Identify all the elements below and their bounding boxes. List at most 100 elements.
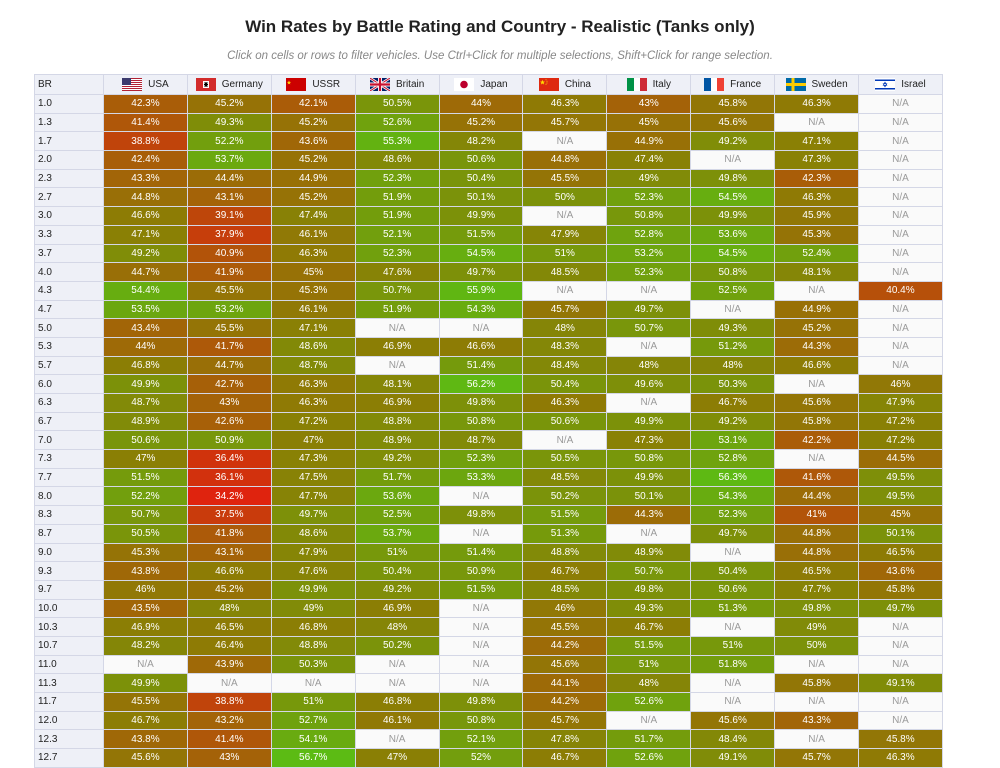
heatmap-cell[interactable]: 50.7% bbox=[103, 505, 188, 525]
heatmap-cell[interactable]: 44.8% bbox=[774, 523, 860, 544]
heatmap-cell[interactable]: 51% bbox=[522, 243, 608, 264]
heatmap-cell[interactable]: 50.8% bbox=[606, 449, 692, 469]
heatmap-cell[interactable]: 45.7% bbox=[522, 299, 608, 320]
heatmap-cell[interactable]: 46.6% bbox=[186, 561, 272, 581]
heatmap-cell-na[interactable]: N/A bbox=[858, 112, 943, 133]
heatmap-cell[interactable]: 50.8% bbox=[438, 710, 524, 731]
table-row[interactable]: 5.3 44% 41.7% 48.6% 46.9% 46.6% 48.3% N/A 51.2% 4… bbox=[34, 336, 943, 357]
br-label[interactable]: 9.3 bbox=[34, 561, 104, 581]
heatmap-cell-na[interactable]: N/A bbox=[438, 635, 524, 656]
heatmap-cell[interactable]: 51.3% bbox=[690, 598, 776, 619]
heatmap-cell[interactable]: 47.6% bbox=[354, 262, 440, 282]
heatmap-cell[interactable]: 41% bbox=[774, 505, 860, 525]
br-label[interactable]: 5.3 bbox=[34, 336, 104, 357]
heatmap-cell[interactable]: 47.3% bbox=[774, 150, 860, 170]
br-label[interactable]: 1.0 bbox=[34, 94, 104, 114]
country-header-britain[interactable]: Britain bbox=[354, 74, 440, 95]
heatmap-cell[interactable]: 53.7% bbox=[354, 523, 440, 544]
heatmap-cell[interactable]: 49% bbox=[606, 168, 692, 189]
heatmap-cell[interactable]: 38.8% bbox=[186, 692, 272, 712]
heatmap-cell[interactable]: 38.8% bbox=[103, 131, 188, 152]
br-label[interactable]: 4.7 bbox=[34, 299, 104, 320]
table-row[interactable]: 6.0 49.9% 42.7% 46.3% 48.1% 56.2% 50.4% 49.6% 50… bbox=[34, 374, 943, 394]
heatmap-cell[interactable]: 51.8% bbox=[690, 654, 776, 675]
heatmap-cell[interactable]: 52.6% bbox=[354, 112, 440, 133]
heatmap-cell[interactable]: 47.7% bbox=[774, 579, 860, 600]
heatmap-cell[interactable]: 49.9% bbox=[103, 374, 188, 394]
heatmap-cell[interactable]: 45.3% bbox=[103, 542, 188, 563]
br-label[interactable]: 7.3 bbox=[34, 449, 104, 469]
heatmap-cell-na[interactable]: N/A bbox=[103, 654, 188, 675]
heatmap-cell[interactable]: 45% bbox=[606, 112, 692, 133]
heatmap-cell[interactable]: 43.3% bbox=[103, 168, 188, 189]
br-label[interactable]: 3.3 bbox=[34, 224, 104, 245]
table-row[interactable]: 10.7 48.2% 46.4% 48.8% 50.2% N/A 44.2% 51.5% 51%… bbox=[34, 635, 943, 656]
heatmap-cell-na[interactable]: N/A bbox=[858, 654, 943, 675]
heatmap-cell[interactable]: 47.6% bbox=[270, 561, 356, 581]
table-row[interactable]: 8.0 52.2% 34.2% 47.7% 53.6% N/A 50.2% 50.1% 54.3… bbox=[34, 486, 943, 507]
heatmap-cell-na[interactable]: N/A bbox=[858, 692, 943, 712]
heatmap-cell-na[interactable]: N/A bbox=[858, 224, 943, 245]
heatmap-cell-na[interactable]: N/A bbox=[858, 318, 943, 338]
heatmap-cell[interactable]: 44.3% bbox=[774, 336, 860, 357]
heatmap-cell-na[interactable]: N/A bbox=[858, 635, 943, 656]
heatmap-cell[interactable]: 44.7% bbox=[186, 355, 272, 376]
heatmap-cell-na[interactable]: N/A bbox=[858, 262, 943, 282]
br-label[interactable]: 7.7 bbox=[34, 467, 104, 488]
heatmap-cell-na[interactable]: N/A bbox=[858, 168, 943, 189]
table-row[interactable]: 10.0 43.5% 48% 49% 46.9% N/A 46% 49.3% 51.3% 49.8… bbox=[34, 598, 943, 619]
heatmap-cell[interactable]: 53.7% bbox=[186, 150, 272, 170]
heatmap-cell-na[interactable]: N/A bbox=[522, 206, 608, 226]
heatmap-cell[interactable]: 52.3% bbox=[690, 505, 776, 525]
heatmap-cell[interactable]: 46.7% bbox=[690, 393, 776, 413]
heatmap-cell[interactable]: 45.5% bbox=[186, 318, 272, 338]
heatmap-cell[interactable]: 46.3% bbox=[522, 393, 608, 413]
heatmap-cell[interactable]: 40.4% bbox=[858, 280, 943, 301]
heatmap-cell[interactable]: 50.6% bbox=[522, 411, 608, 432]
heatmap-cell[interactable]: 48.6% bbox=[270, 336, 356, 357]
heatmap-cell[interactable]: 48.5% bbox=[522, 262, 608, 282]
br-label[interactable]: 9.7 bbox=[34, 579, 104, 600]
heatmap-cell[interactable]: 50.4% bbox=[522, 374, 608, 394]
heatmap-cell[interactable]: 45.8% bbox=[858, 729, 943, 750]
heatmap-cell-na[interactable]: N/A bbox=[858, 710, 943, 731]
heatmap-cell[interactable]: 46.6% bbox=[438, 336, 524, 357]
heatmap-cell[interactable]: 48.2% bbox=[103, 635, 188, 656]
heatmap-cell[interactable]: 49.7% bbox=[690, 523, 776, 544]
heatmap-cell[interactable]: 49.2% bbox=[690, 411, 776, 432]
table-row[interactable]: 3.7 49.2% 40.9% 46.3% 52.3% 54.5% 51% 53.2% 54.5… bbox=[34, 243, 943, 264]
heatmap-cell[interactable]: 43.8% bbox=[103, 561, 188, 581]
heatmap-cell[interactable]: 47% bbox=[270, 430, 356, 451]
heatmap-cell[interactable]: 47.9% bbox=[522, 224, 608, 245]
heatmap-cell[interactable]: 46.9% bbox=[354, 336, 440, 357]
heatmap-cell[interactable]: 48.9% bbox=[103, 411, 188, 432]
heatmap-cell[interactable]: 49% bbox=[774, 617, 860, 637]
heatmap-cell[interactable]: 46.9% bbox=[103, 617, 188, 637]
br-label[interactable]: 5.0 bbox=[34, 318, 104, 338]
table-row[interactable]: 2.7 44.8% 43.1% 45.2% 51.9% 50.1% 50% 52.3% 54.5… bbox=[34, 187, 943, 208]
heatmap-cell[interactable]: 48.5% bbox=[522, 467, 608, 488]
heatmap-cell-na[interactable]: N/A bbox=[774, 280, 860, 301]
heatmap-cell-na[interactable]: N/A bbox=[606, 393, 692, 413]
heatmap-cell-na[interactable]: N/A bbox=[438, 598, 524, 619]
heatmap-cell-na[interactable]: N/A bbox=[270, 673, 356, 693]
heatmap-cell[interactable]: 49.2% bbox=[354, 449, 440, 469]
heatmap-cell[interactable]: 50% bbox=[774, 635, 860, 656]
heatmap-cell-na[interactable]: N/A bbox=[606, 280, 692, 301]
br-label[interactable]: 8.7 bbox=[34, 523, 104, 544]
heatmap-cell[interactable]: 55.9% bbox=[438, 280, 524, 301]
heatmap-cell[interactable]: 43.9% bbox=[186, 654, 272, 675]
heatmap-cell[interactable]: 49.7% bbox=[270, 505, 356, 525]
heatmap-cell[interactable]: 51% bbox=[270, 692, 356, 712]
heatmap-cell-na[interactable]: N/A bbox=[690, 150, 776, 170]
heatmap-cell[interactable]: 46.3% bbox=[522, 94, 608, 114]
heatmap-cell-na[interactable]: N/A bbox=[438, 673, 524, 693]
heatmap-cell[interactable]: 49.9% bbox=[270, 579, 356, 600]
heatmap-cell[interactable]: 48.4% bbox=[522, 355, 608, 376]
heatmap-cell[interactable]: 52.8% bbox=[690, 449, 776, 469]
heatmap-cell[interactable]: 49.5% bbox=[858, 467, 943, 488]
table-row[interactable]: 4.0 44.7% 41.9% 45% 47.6% 49.7% 48.5% 52.3% 50.8… bbox=[34, 262, 943, 282]
heatmap-cell[interactable]: 52.3% bbox=[354, 168, 440, 189]
table-row[interactable]: 5.7 46.8% 44.7% 48.7% N/A 51.4% 48.4% 48% 48% 46.… bbox=[34, 355, 943, 376]
heatmap-cell[interactable]: 49% bbox=[270, 598, 356, 619]
